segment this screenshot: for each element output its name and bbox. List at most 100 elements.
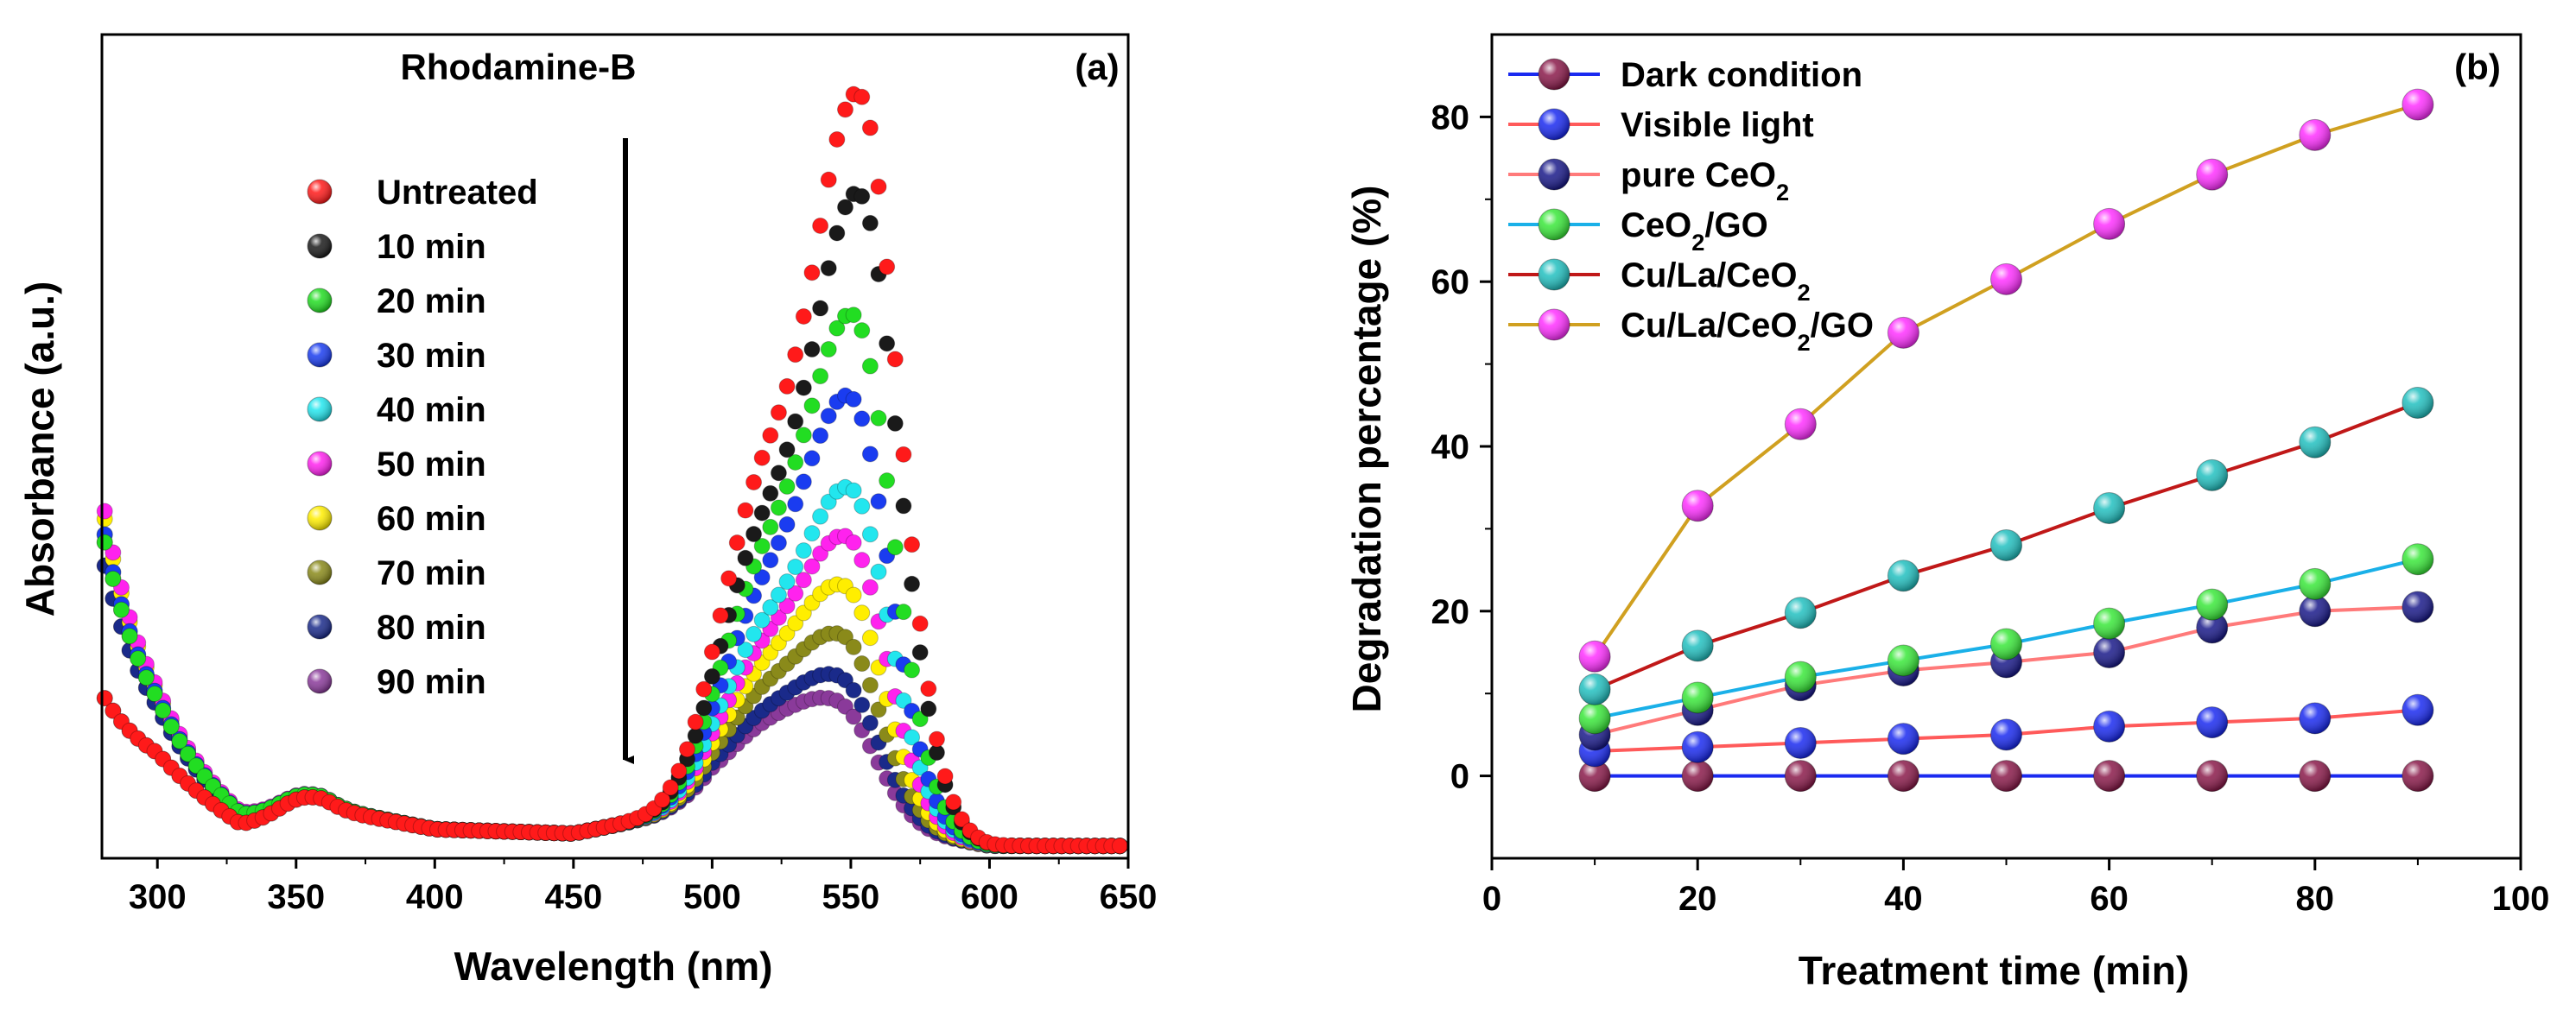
panel-a-point: [762, 552, 779, 569]
panel-b-data-point: [2402, 760, 2434, 793]
panel-b-data-point: [1784, 661, 1817, 693]
panel-a-point: [828, 319, 846, 337]
panel-a-point: [96, 503, 113, 520]
panel-a-x-tick-label: 600: [961, 878, 1018, 916]
panel-a-legend-marker: [307, 179, 333, 205]
panel-a-point: [662, 779, 679, 796]
panel-a-legend-label: 20 min: [377, 282, 486, 320]
panel-b-data-point: [1990, 528, 2022, 561]
panel-a-point: [787, 346, 804, 364]
panel-a-x-axis-label: Wavelength (nm): [454, 944, 773, 989]
panel-a-point: [787, 496, 804, 513]
panel-b-legend-marker: [1538, 108, 1570, 141]
panel-b-y-tick-label: 40: [1431, 428, 1470, 466]
panel-a-point: [803, 397, 821, 414]
panel-b-data-point: [2196, 611, 2229, 644]
panel-b-plot-area: [1578, 88, 2434, 793]
panel-b-data-point: [2402, 88, 2434, 121]
panel-a-point: [787, 453, 804, 471]
panel-a-point: [112, 601, 130, 618]
panel-a-x-tick-label: 350: [267, 878, 325, 916]
panel-a-point: [953, 811, 970, 828]
panel-b-data-point: [2093, 207, 2126, 240]
panel-b-data-point: [2093, 607, 2126, 640]
panel-a-point: [853, 88, 871, 105]
panel-a-point: [795, 572, 812, 589]
panel-b-data-point: [1578, 640, 1611, 673]
panel-a-point: [187, 757, 205, 775]
panel-a-point: [853, 655, 871, 673]
panel-a-point: [654, 791, 671, 808]
panel-b-x-tick-label: 100: [2492, 880, 2550, 918]
panel-b-x-tick-label: 80: [2296, 880, 2335, 918]
panel-a-x-tick-label: 300: [129, 878, 187, 916]
panel-a-point: [870, 178, 887, 195]
panel-b-data-point: [2402, 693, 2434, 726]
panel-b-legend-marker: [1538, 58, 1570, 91]
panel-a-series-20-min: [96, 307, 1128, 855]
panel-a-point: [737, 642, 754, 659]
panel-b-data-point: [1887, 644, 1919, 677]
panel-a-point: [121, 628, 138, 645]
panel-b-data-point: [1784, 760, 1817, 793]
panel-a-point: [879, 335, 896, 352]
panel-a-point: [795, 473, 812, 490]
panel-a-point: [795, 427, 812, 444]
panel-a-point: [895, 446, 912, 463]
panel-a-point: [895, 497, 912, 515]
panel-a-point: [920, 680, 937, 698]
panel-a-legend-label: 70 min: [377, 554, 486, 592]
panel-a-x-tick-label: 500: [683, 878, 741, 916]
panel-a-point: [853, 696, 871, 713]
panel-b-data-point: [2402, 386, 2434, 419]
panel-b-data-point: [1887, 760, 1919, 793]
panel-a-point: [130, 650, 147, 667]
panel-a-point: [920, 700, 937, 718]
panel-b-data-point: [2402, 591, 2434, 623]
panel-b-data-point: [2402, 543, 2434, 576]
panel-a-point: [96, 534, 113, 551]
panel-b-data-point: [1784, 408, 1817, 440]
panel-a-x-tick-label: 650: [1100, 878, 1158, 916]
panel-a-point: [737, 549, 754, 566]
panel-a-point: [945, 794, 962, 811]
panel-b-data-point: [2299, 567, 2332, 600]
panel-a-point: [678, 741, 695, 758]
panel-b-x-tick-label: 0: [1482, 880, 1501, 918]
panel-a-point: [812, 217, 829, 234]
panel-a-point: [936, 768, 954, 785]
panel-a-point: [861, 714, 879, 731]
panel-a-point: [803, 525, 821, 542]
panel-a-point: [828, 130, 846, 148]
panel-a-point: [845, 482, 862, 499]
panel-a-point: [870, 563, 887, 580]
panel-a-point: [879, 258, 896, 275]
panel-a-point: [737, 502, 754, 519]
panel-a-point: [820, 260, 837, 277]
panel-a-point: [845, 638, 862, 655]
panel-a-point: [895, 692, 912, 709]
panel-a-point: [861, 526, 879, 543]
panel-b-data-point: [1681, 730, 1714, 763]
panel-a-point: [795, 542, 812, 560]
panel-a-point: [928, 730, 945, 748]
panel-b-x-tick-label: 60: [2090, 880, 2129, 918]
panel-a-point: [853, 552, 871, 569]
panel-a-point: [803, 558, 821, 575]
panel-b-data-point: [2299, 118, 2332, 151]
panel-a-point: [753, 569, 771, 586]
panel-a-point: [770, 404, 787, 421]
panel-a-point: [870, 493, 887, 510]
panel-a-series-30-min: [96, 387, 1128, 855]
panel-b-data-point: [1887, 316, 1919, 349]
panel-b-data-point: [1990, 628, 2022, 661]
panel-a-point: [904, 575, 921, 592]
panel-a-point: [861, 446, 879, 463]
panel-a-series-untreated: [96, 85, 1128, 855]
panel-a-point: [904, 536, 921, 553]
panel-b-data-point: [1784, 726, 1817, 759]
panel-a-point: [787, 559, 804, 576]
panel-a-point: [861, 579, 879, 596]
panel-b-data-point: [1887, 723, 1919, 756]
panel-a-point: [762, 598, 779, 616]
